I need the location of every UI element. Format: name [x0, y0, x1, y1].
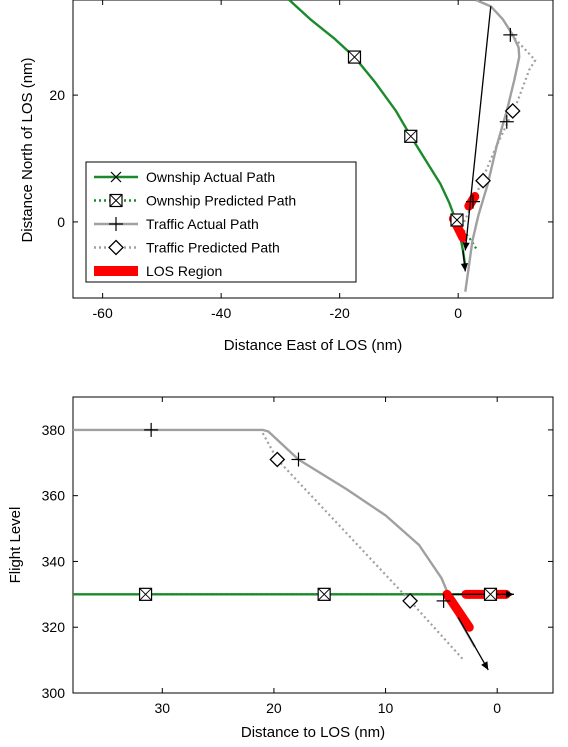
bottom-chart-vertical-profile: 30 20 10 0 300 320 340 360 380 Distance to LOS (… — [7, 396, 554, 741]
bottom-series-group — [73, 428, 511, 661]
legend-item: Ownship Actual Path — [94, 169, 275, 185]
x-tick-label: 0 — [454, 305, 462, 321]
y-tick-label: 20 — [49, 87, 65, 103]
traffic-marker — [291, 452, 306, 467]
traffic-predicted-marker — [402, 592, 419, 609]
ownship-marker — [138, 587, 153, 601]
y-tick-label: 360 — [42, 488, 66, 504]
legend-diamond-icon — [108, 239, 124, 256]
arrowhead — [481, 661, 489, 670]
legend-item: Traffic Predicted Path — [94, 240, 280, 256]
traffic-predicted-marker — [475, 172, 491, 189]
bottom-y-axis-label: Flight Level — [7, 507, 24, 584]
traffic-actual-path — [464, 0, 521, 292]
bottom-markers-group — [138, 422, 514, 671]
x-tick-label: 20 — [266, 700, 282, 716]
ownship-marker — [347, 50, 362, 64]
arrow-shaft — [457, 617, 489, 671]
top-axis-ticks: -60 -40 -20 0 0 20 — [49, 0, 553, 321]
legend-square-icon — [109, 193, 123, 208]
bottom-plot-frame — [72, 396, 554, 694]
top-legend: Ownship Actual Path Ownship Predicted Pat… — [85, 161, 357, 283]
top-x-axis-label: Distance East of LOS (nm) — [224, 337, 402, 354]
traffic-marker — [144, 422, 159, 437]
legend-label: Traffic Actual Path — [146, 216, 259, 232]
ownship-marker — [317, 587, 331, 601]
arrowhead — [505, 590, 514, 598]
legend-label: LOS Region — [146, 263, 222, 279]
legend-x-icon — [110, 171, 122, 183]
legend-label: Ownship Predicted Path — [146, 193, 296, 209]
traffic-marker — [503, 27, 518, 42]
ownship-marker — [450, 213, 464, 227]
top-y-axis-label: Distance North of LOS (nm) — [19, 57, 36, 242]
ownship-marker — [483, 587, 498, 601]
traffic-predicted-marker — [504, 103, 521, 119]
x-tick-label: -60 — [93, 305, 113, 321]
traffic-predicted-path — [261, 432, 465, 661]
traffic-marker — [436, 593, 451, 608]
legend-item: LOS Region — [94, 263, 222, 279]
x-tick-label: -40 — [211, 305, 231, 321]
legend-swatch — [94, 266, 138, 276]
y-tick-label: 340 — [42, 553, 66, 569]
x-tick-label: -20 — [330, 305, 350, 321]
traffic-marker — [499, 114, 514, 129]
x-tick-label: 10 — [378, 700, 394, 716]
x-tick-label: 0 — [493, 700, 501, 716]
legend-plus-icon — [109, 217, 123, 231]
legend-item: Traffic Actual Path — [94, 216, 259, 232]
top-plot-frame — [72, 0, 554, 299]
arrowhead — [462, 242, 470, 251]
bottom-x-axis-label: Distance to LOS (nm) — [241, 724, 385, 741]
los-region-patch — [442, 589, 474, 632]
arrowhead — [460, 263, 468, 272]
legend-box — [85, 161, 357, 283]
bottom-axis-ticks: 30 20 10 0 300 320 340 360 380 — [42, 397, 553, 716]
legend-label: Traffic Predicted Path — [146, 240, 280, 256]
arrow-shaft — [464, 6, 492, 251]
x-tick-label: 30 — [155, 700, 171, 716]
legend-items: Ownship Actual Path Ownship Predicted Pat… — [94, 169, 296, 279]
traffic-marker — [466, 194, 480, 209]
legend-label: Ownship Actual Path — [146, 169, 275, 185]
y-tick-label: 320 — [42, 619, 66, 635]
traffic-predicted-marker — [269, 451, 286, 468]
y-tick-label: 300 — [42, 685, 66, 701]
ownship-marker — [404, 129, 418, 143]
y-tick-label: 380 — [42, 422, 66, 438]
top-markers-group — [347, 6, 521, 272]
y-tick-label: 0 — [57, 214, 65, 230]
legend-item: Ownship Predicted Path — [94, 193, 296, 209]
